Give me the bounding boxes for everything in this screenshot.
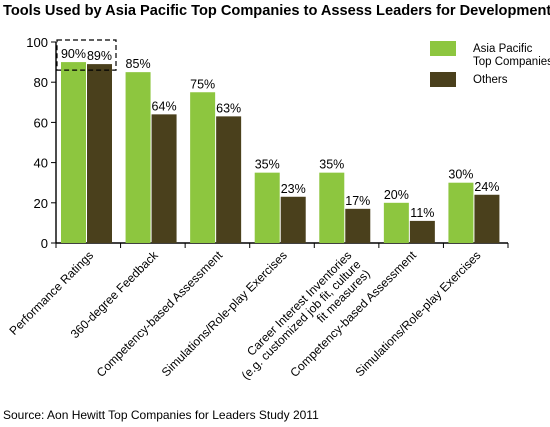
data-label: 35% xyxy=(255,158,280,172)
x-tick-label: Competency-based Assessment xyxy=(94,248,226,380)
highlight-dashed-box xyxy=(56,39,117,71)
data-label: 35% xyxy=(319,158,344,172)
data-label: 90% xyxy=(61,47,86,61)
bar-others xyxy=(345,208,371,243)
x-tick-label-line: Simulations/Role-play Exercises xyxy=(352,248,483,379)
x-tick-label: Simulations/Role-play Exercises xyxy=(352,248,483,379)
data-label: 75% xyxy=(190,77,215,91)
legend-swatch xyxy=(430,72,456,87)
bar-others xyxy=(87,64,112,243)
data-label: 20% xyxy=(384,188,409,202)
bar-asia-pacific xyxy=(383,202,409,243)
y-tick-label: 0 xyxy=(41,236,48,251)
bar-others xyxy=(280,196,306,243)
y-tick-label: 60 xyxy=(34,115,48,130)
source-note: Source: Aon Hewitt Top Companies for Lea… xyxy=(3,408,319,422)
legend: Asia Pacific Top Companies Others xyxy=(430,41,550,87)
data-label: 64% xyxy=(152,99,177,113)
y-tick-label: 20 xyxy=(34,196,48,211)
bar-asia-pacific xyxy=(125,72,151,244)
legend-label: Others xyxy=(473,74,508,86)
bar-asia-pacific xyxy=(254,172,280,243)
data-label: 23% xyxy=(281,182,306,196)
bars xyxy=(61,62,500,244)
y-tick-label: 80 xyxy=(34,75,48,90)
data-label: 85% xyxy=(126,57,151,71)
data-label: 63% xyxy=(216,101,241,115)
data-label: 30% xyxy=(448,168,473,182)
bar-asia-pacific xyxy=(190,92,216,243)
data-label: 89% xyxy=(87,49,112,63)
bar-asia-pacific xyxy=(448,182,474,243)
legend-label-line: Top Companies xyxy=(473,56,550,68)
data-label: 17% xyxy=(345,194,370,208)
legend-swatch xyxy=(430,41,456,56)
data-labels: 90% 85% 75% 35% 35% 20% 30% 89% 64% 63% 23% 17% 11% 2… xyxy=(56,39,499,220)
bar-asia-pacific xyxy=(319,172,345,243)
legend-label-line: Others xyxy=(473,74,508,86)
y-tick-label: 100 xyxy=(26,35,48,50)
legend-label: Asia Pacific Top Companies xyxy=(473,43,550,68)
data-label: 11% xyxy=(410,206,434,220)
chart-title: Tools Used by Asia Pacific Top Companies… xyxy=(3,3,550,19)
bar-others xyxy=(216,116,242,243)
x-tick-label-line: Competency-based Assessment xyxy=(94,248,226,380)
bar-asia-pacific xyxy=(61,62,86,243)
y-tick-label: 40 xyxy=(34,156,48,171)
bar-others xyxy=(409,220,435,243)
legend-label-line: Asia Pacific xyxy=(473,43,533,55)
bar-others xyxy=(151,114,177,243)
data-label: 24% xyxy=(474,180,499,194)
bar-others xyxy=(474,194,500,243)
